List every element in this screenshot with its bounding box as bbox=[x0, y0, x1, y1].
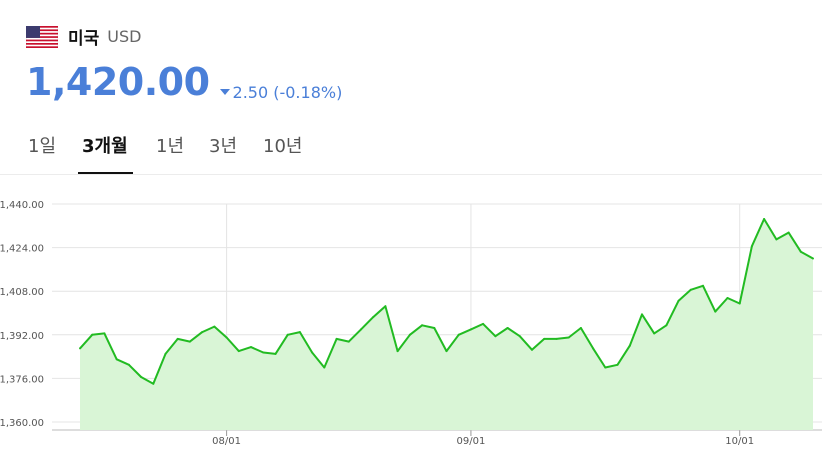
data-point bbox=[188, 340, 191, 343]
tab-1-year[interactable]: 1년 bbox=[156, 136, 185, 157]
data-point bbox=[421, 324, 424, 327]
data-point bbox=[103, 332, 106, 335]
data-point bbox=[628, 344, 631, 347]
tab-3-years[interactable]: 3년 bbox=[209, 136, 238, 157]
data-point bbox=[115, 358, 118, 361]
data-point bbox=[91, 333, 94, 336]
data-point bbox=[567, 336, 570, 339]
data-point bbox=[469, 328, 472, 331]
tab-10-years[interactable]: 10년 bbox=[263, 136, 303, 157]
data-point bbox=[812, 257, 814, 260]
data-point bbox=[457, 333, 460, 336]
price-change-text: 2.50 (-0.18%) bbox=[232, 82, 343, 102]
y-tick-label: 1,408.00 bbox=[0, 287, 44, 298]
data-point bbox=[555, 337, 558, 340]
data-point bbox=[750, 245, 753, 248]
data-point bbox=[592, 347, 595, 350]
y-tick-label: 1,376.00 bbox=[0, 374, 44, 385]
data-point bbox=[702, 284, 704, 287]
data-point bbox=[396, 350, 399, 353]
chart-marks bbox=[79, 218, 814, 430]
data-point bbox=[372, 316, 375, 319]
data-point bbox=[140, 376, 143, 378]
period-tabs: 1일 3개월 1년 3년 10년 bbox=[0, 128, 830, 176]
x-tick-label: 10/01 bbox=[725, 436, 754, 447]
data-point bbox=[201, 331, 204, 334]
y-tick-label: 1,360.00 bbox=[0, 418, 44, 429]
data-point bbox=[738, 302, 741, 305]
data-point bbox=[604, 366, 607, 369]
data-point bbox=[482, 322, 485, 325]
data-point bbox=[213, 325, 216, 328]
data-point bbox=[408, 333, 411, 336]
series-area-fill bbox=[80, 219, 813, 430]
data-point bbox=[641, 313, 643, 316]
data-point bbox=[665, 324, 668, 327]
currency-code: USD bbox=[107, 27, 142, 46]
data-point bbox=[543, 337, 546, 340]
data-point bbox=[164, 352, 167, 355]
exchange-rate-chart[interactable]: 1,440.00 1,424.00 1,408.00 1,392.00 1,376.00… bbox=[0, 190, 830, 463]
y-tick-label: 1,440.00 bbox=[0, 200, 44, 211]
data-point bbox=[262, 351, 265, 354]
data-point bbox=[250, 346, 252, 349]
data-point bbox=[518, 335, 521, 338]
data-point bbox=[384, 305, 387, 308]
data-point bbox=[799, 250, 802, 253]
tabs-divider bbox=[0, 174, 822, 175]
down-arrow-icon bbox=[219, 89, 230, 95]
x-tick-label: 08/01 bbox=[212, 436, 241, 447]
data-point bbox=[152, 382, 155, 385]
data-point bbox=[653, 332, 656, 335]
data-point bbox=[677, 299, 680, 302]
data-point bbox=[323, 366, 326, 369]
data-point bbox=[335, 337, 338, 340]
data-point bbox=[433, 327, 436, 329]
data-point bbox=[286, 333, 289, 336]
data-point bbox=[531, 348, 533, 351]
data-point bbox=[616, 363, 619, 366]
data-point bbox=[347, 340, 350, 343]
data-point bbox=[237, 350, 240, 353]
data-point bbox=[360, 328, 362, 331]
chart-y-axis-labels: 1,440.00 1,424.00 1,408.00 1,392.00 1,376.00… bbox=[0, 200, 44, 429]
data-point bbox=[445, 350, 448, 353]
active-tab-indicator bbox=[78, 172, 133, 174]
data-point bbox=[274, 352, 277, 355]
chart-x-axis-labels: 08/01 09/01 10/01 bbox=[212, 436, 754, 447]
data-point bbox=[763, 218, 766, 220]
currency-header: 미국 USD bbox=[26, 24, 141, 49]
price-change: 2.50 (-0.18%) bbox=[219, 82, 343, 102]
data-point bbox=[726, 297, 729, 299]
y-tick-label: 1,424.00 bbox=[0, 244, 44, 255]
y-tick-label: 1,392.00 bbox=[0, 331, 44, 342]
data-point bbox=[689, 288, 692, 291]
us-flag-icon bbox=[26, 25, 58, 48]
tab-3-months[interactable]: 3개월 bbox=[82, 136, 128, 157]
data-point bbox=[79, 347, 81, 350]
data-point bbox=[225, 336, 228, 339]
country-name: 미국 bbox=[68, 29, 100, 49]
quote-row: 1,420.00 2.50 (-0.18%) bbox=[26, 60, 342, 104]
data-point bbox=[775, 238, 778, 241]
data-point bbox=[506, 327, 509, 329]
x-tick-label: 09/01 bbox=[457, 436, 486, 447]
tab-1-day[interactable]: 1일 bbox=[28, 136, 57, 157]
data-point bbox=[311, 351, 314, 354]
data-point bbox=[298, 331, 301, 334]
data-point bbox=[787, 231, 790, 234]
data-point bbox=[127, 363, 130, 366]
data-point bbox=[714, 310, 717, 313]
data-point bbox=[494, 335, 497, 338]
data-point bbox=[579, 327, 582, 329]
data-point bbox=[176, 337, 179, 340]
exchange-rate-price: 1,420.00 bbox=[26, 60, 210, 104]
